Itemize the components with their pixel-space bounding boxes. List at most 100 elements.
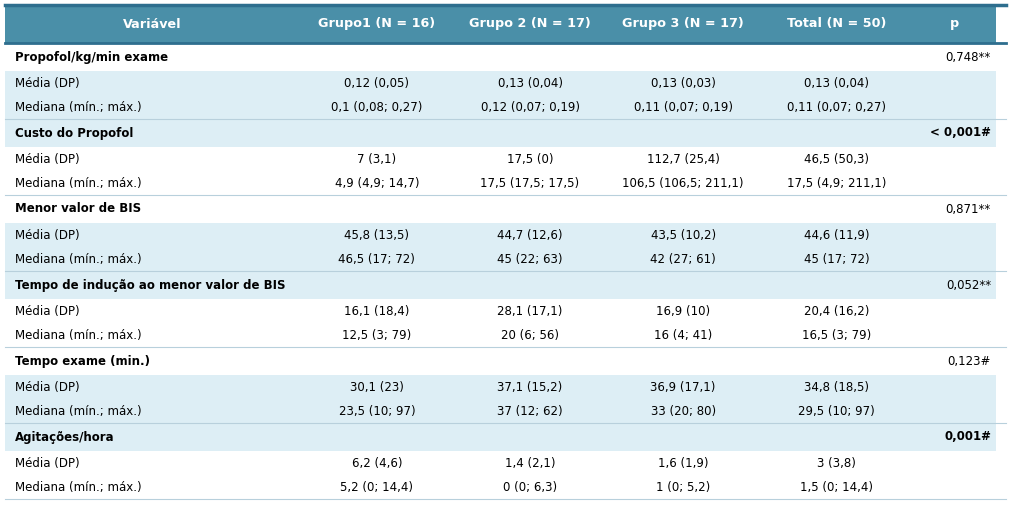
Text: 44,6 (11,9): 44,6 (11,9): [804, 228, 869, 242]
Bar: [454, 399, 607, 423]
Bar: [759, 375, 913, 399]
Text: 0,12 (0,05): 0,12 (0,05): [345, 76, 409, 90]
Bar: [454, 119, 607, 147]
Text: 42 (27; 61): 42 (27; 61): [650, 252, 716, 266]
Text: 7 (3,1): 7 (3,1): [357, 153, 396, 165]
Text: 0,13 (0,04): 0,13 (0,04): [497, 76, 562, 90]
Text: 37 (12; 62): 37 (12; 62): [497, 404, 563, 417]
Text: 16,1 (18,4): 16,1 (18,4): [344, 305, 409, 317]
Bar: [5, 95, 300, 119]
Text: 45,8 (13,5): 45,8 (13,5): [345, 228, 409, 242]
Bar: [5, 43, 300, 71]
Text: Mediana (mín.; máx.): Mediana (mín.; máx.): [15, 252, 142, 266]
Bar: [759, 247, 913, 271]
Text: Média (DP): Média (DP): [15, 228, 80, 242]
Bar: [913, 223, 996, 247]
Bar: [5, 375, 300, 399]
Bar: [454, 147, 607, 171]
Bar: [300, 195, 454, 223]
Bar: [913, 299, 996, 323]
Bar: [607, 375, 759, 399]
Bar: [5, 5, 300, 43]
Bar: [5, 475, 300, 499]
Bar: [300, 147, 454, 171]
Text: Média (DP): Média (DP): [15, 153, 80, 165]
Text: 43,5 (10,2): 43,5 (10,2): [651, 228, 716, 242]
Bar: [5, 423, 300, 451]
Text: 45 (17; 72): 45 (17; 72): [804, 252, 869, 266]
Bar: [454, 451, 607, 475]
Text: Agitações/hora: Agitações/hora: [15, 431, 114, 443]
Bar: [5, 451, 300, 475]
Bar: [913, 375, 996, 399]
Bar: [759, 147, 913, 171]
Bar: [5, 171, 300, 195]
Bar: [759, 475, 913, 499]
Text: 33 (20; 80): 33 (20; 80): [651, 404, 716, 417]
Bar: [607, 299, 759, 323]
Text: 6,2 (4,6): 6,2 (4,6): [352, 457, 402, 470]
Text: Média (DP): Média (DP): [15, 76, 80, 90]
Text: 37,1 (15,2): 37,1 (15,2): [497, 380, 563, 394]
Bar: [913, 119, 996, 147]
Text: Custo do Propofol: Custo do Propofol: [15, 126, 133, 139]
Text: 112,7 (25,4): 112,7 (25,4): [647, 153, 720, 165]
Bar: [300, 223, 454, 247]
Text: 36,9 (17,1): 36,9 (17,1): [650, 380, 716, 394]
Bar: [607, 95, 759, 119]
Bar: [759, 323, 913, 347]
Text: 106,5 (106,5; 211,1): 106,5 (106,5; 211,1): [623, 177, 744, 189]
Bar: [913, 475, 996, 499]
Bar: [5, 195, 300, 223]
Text: Mediana (mín.; máx.): Mediana (mín.; máx.): [15, 480, 142, 494]
Bar: [913, 195, 996, 223]
Bar: [759, 195, 913, 223]
Bar: [913, 95, 996, 119]
Bar: [5, 119, 300, 147]
Bar: [300, 247, 454, 271]
Bar: [913, 71, 996, 95]
Bar: [759, 171, 913, 195]
Text: 20,4 (16,2): 20,4 (16,2): [804, 305, 869, 317]
Bar: [454, 71, 607, 95]
Bar: [607, 451, 759, 475]
Bar: [454, 171, 607, 195]
Bar: [300, 399, 454, 423]
Bar: [300, 119, 454, 147]
Text: 16,9 (10): 16,9 (10): [656, 305, 711, 317]
Text: Tempo exame (min.): Tempo exame (min.): [15, 354, 150, 368]
Bar: [300, 299, 454, 323]
Bar: [607, 271, 759, 299]
Bar: [454, 299, 607, 323]
Bar: [913, 347, 996, 375]
Text: 0,052**: 0,052**: [946, 279, 991, 291]
Text: p: p: [949, 17, 959, 31]
Text: 17,5 (4,9; 211,1): 17,5 (4,9; 211,1): [787, 177, 886, 189]
Bar: [454, 95, 607, 119]
Text: Média (DP): Média (DP): [15, 305, 80, 317]
Text: 17,5 (0): 17,5 (0): [507, 153, 553, 165]
Bar: [759, 423, 913, 451]
Bar: [5, 271, 300, 299]
Bar: [607, 71, 759, 95]
Bar: [300, 475, 454, 499]
Text: Propofol/kg/min exame: Propofol/kg/min exame: [15, 51, 168, 63]
Bar: [454, 223, 607, 247]
Text: Menor valor de BIS: Menor valor de BIS: [15, 203, 142, 216]
Bar: [607, 43, 759, 71]
Text: Variável: Variável: [123, 17, 182, 31]
Bar: [759, 399, 913, 423]
Text: 1 (0; 5,2): 1 (0; 5,2): [656, 480, 711, 494]
Bar: [759, 119, 913, 147]
Bar: [759, 299, 913, 323]
Text: 16,5 (3; 79): 16,5 (3; 79): [802, 329, 870, 342]
Text: 0,12 (0,07; 0,19): 0,12 (0,07; 0,19): [480, 100, 579, 114]
Text: Total (N = 50): Total (N = 50): [787, 17, 886, 31]
Text: 46,5 (17; 72): 46,5 (17; 72): [339, 252, 416, 266]
Bar: [454, 43, 607, 71]
Text: Grupo 2 (N = 17): Grupo 2 (N = 17): [469, 17, 590, 31]
Bar: [454, 5, 607, 43]
Bar: [300, 171, 454, 195]
Bar: [607, 147, 759, 171]
Bar: [607, 119, 759, 147]
